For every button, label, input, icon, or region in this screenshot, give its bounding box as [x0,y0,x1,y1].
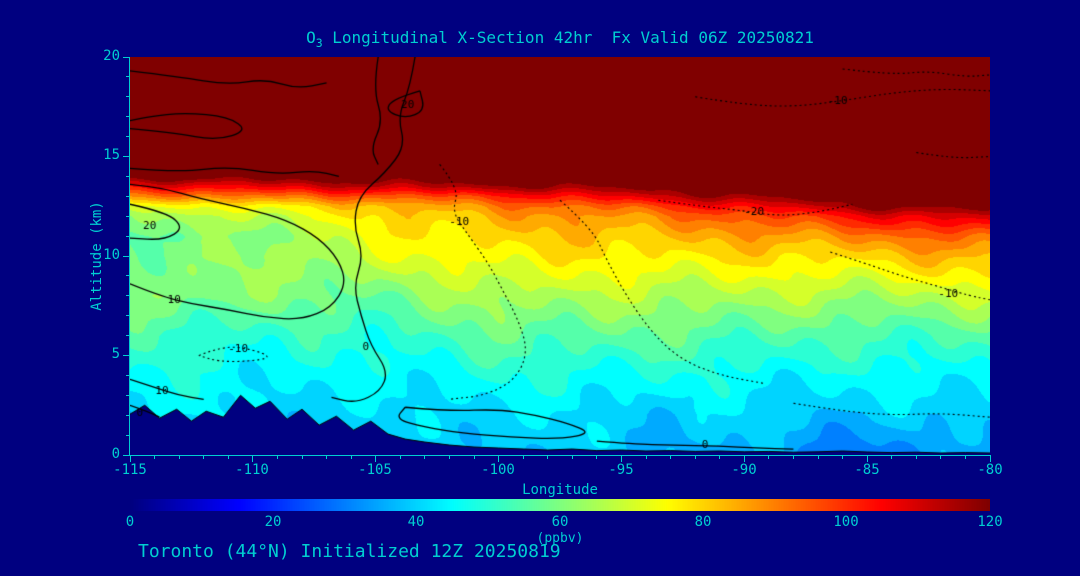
y-tick-label: 0 [111,446,120,462]
x-tick-label: -115 [113,462,147,478]
y-tick-label: 15 [103,147,120,163]
run-info-text: Toronto (44°N) Initialized 12Z 20250819 [138,541,561,562]
x-minor-tick-mark [793,456,794,459]
y-minor-tick-mark [126,176,129,177]
x-tick-label: -80 [977,462,1003,478]
title-rest: Longitudinal X-Section 42hr Fx Valid 06Z… [322,28,814,47]
y-minor-tick-mark [126,315,129,316]
x-tick-label: -100 [481,462,515,478]
x-minor-tick-mark [572,456,573,459]
chart-title: O3 Longitudinal X-Section 42hr Fx Valid … [130,28,990,50]
x-tick-label: -110 [235,462,269,478]
y-minor-tick-mark [126,335,129,336]
colorbar-tick-label: 20 [264,514,282,530]
y-tick-label: 5 [111,346,120,362]
x-tick-mark [130,456,131,462]
x-minor-tick-mark [154,456,155,459]
y-tick-label: 10 [103,247,120,263]
x-minor-tick-mark [179,456,180,459]
x-minor-tick-mark [965,456,966,459]
colorbar-tick-label: 120 [977,514,1003,530]
x-tick-label: -85 [854,462,880,478]
x-axis-label: Longitude [522,482,598,498]
x-minor-tick-mark [302,456,303,459]
y-tick-label: 20 [103,48,120,64]
y-tick-mark [123,156,129,157]
y-minor-tick-mark [126,295,129,296]
x-minor-tick-mark [523,456,524,459]
y-tick-mark [123,455,129,456]
title-o: O [306,28,316,47]
y-tick-mark [123,256,129,257]
x-tick-mark [621,456,622,462]
x-minor-tick-mark [768,456,769,459]
y-minor-tick-mark [126,435,129,436]
x-minor-tick-mark [818,456,819,459]
colorbar-tick-label: 80 [694,514,712,530]
y-axis-line [129,57,130,456]
colorbar-tick-label: 40 [407,514,425,530]
y-minor-tick-mark [126,216,129,217]
y-minor-tick-mark [126,375,129,376]
x-minor-tick-mark [891,456,892,459]
x-minor-tick-mark [670,456,671,459]
x-minor-tick-mark [400,456,401,459]
x-tick-mark [867,456,868,462]
y-minor-tick-mark [126,196,129,197]
x-minor-tick-mark [326,456,327,459]
x-tick-mark [990,456,991,462]
x-minor-tick-mark [547,456,548,459]
colorbar-tick-label: 100 [833,514,859,530]
y-minor-tick-mark [126,96,129,97]
colorbar-tick-label: 0 [125,514,135,530]
x-minor-tick-mark [449,456,450,459]
x-axis-line [129,455,991,456]
x-tick-mark [498,456,499,462]
x-minor-tick-mark [916,456,917,459]
x-minor-tick-mark [940,456,941,459]
colorbar-tick-label: 60 [551,514,569,530]
colorbar [130,499,990,511]
y-minor-tick-mark [126,136,129,137]
y-minor-tick-mark [126,415,129,416]
x-tick-label: -105 [358,462,392,478]
x-tick-mark [744,456,745,462]
x-minor-tick-mark [719,456,720,459]
x-tick-label: -90 [731,462,757,478]
colorbar-units-label: (ppbv) [536,531,584,546]
y-minor-tick-mark [126,395,129,396]
x-minor-tick-mark [277,456,278,459]
x-minor-tick-mark [695,456,696,459]
x-tick-mark [252,456,253,462]
x-minor-tick-mark [228,456,229,459]
x-minor-tick-mark [842,456,843,459]
x-minor-tick-mark [424,456,425,459]
ozone-xsection-heatmap [130,57,990,455]
y-minor-tick-mark [126,275,129,276]
y-minor-tick-mark [126,116,129,117]
x-minor-tick-mark [351,456,352,459]
x-tick-label: -95 [608,462,634,478]
x-minor-tick-mark [646,456,647,459]
y-tick-mark [123,355,129,356]
x-tick-mark [375,456,376,462]
x-minor-tick-mark [596,456,597,459]
y-tick-mark [123,57,129,58]
title-subscript: 3 [315,36,323,51]
y-minor-tick-mark [126,76,129,77]
y-minor-tick-mark [126,236,129,237]
x-minor-tick-mark [203,456,204,459]
x-minor-tick-mark [474,456,475,459]
